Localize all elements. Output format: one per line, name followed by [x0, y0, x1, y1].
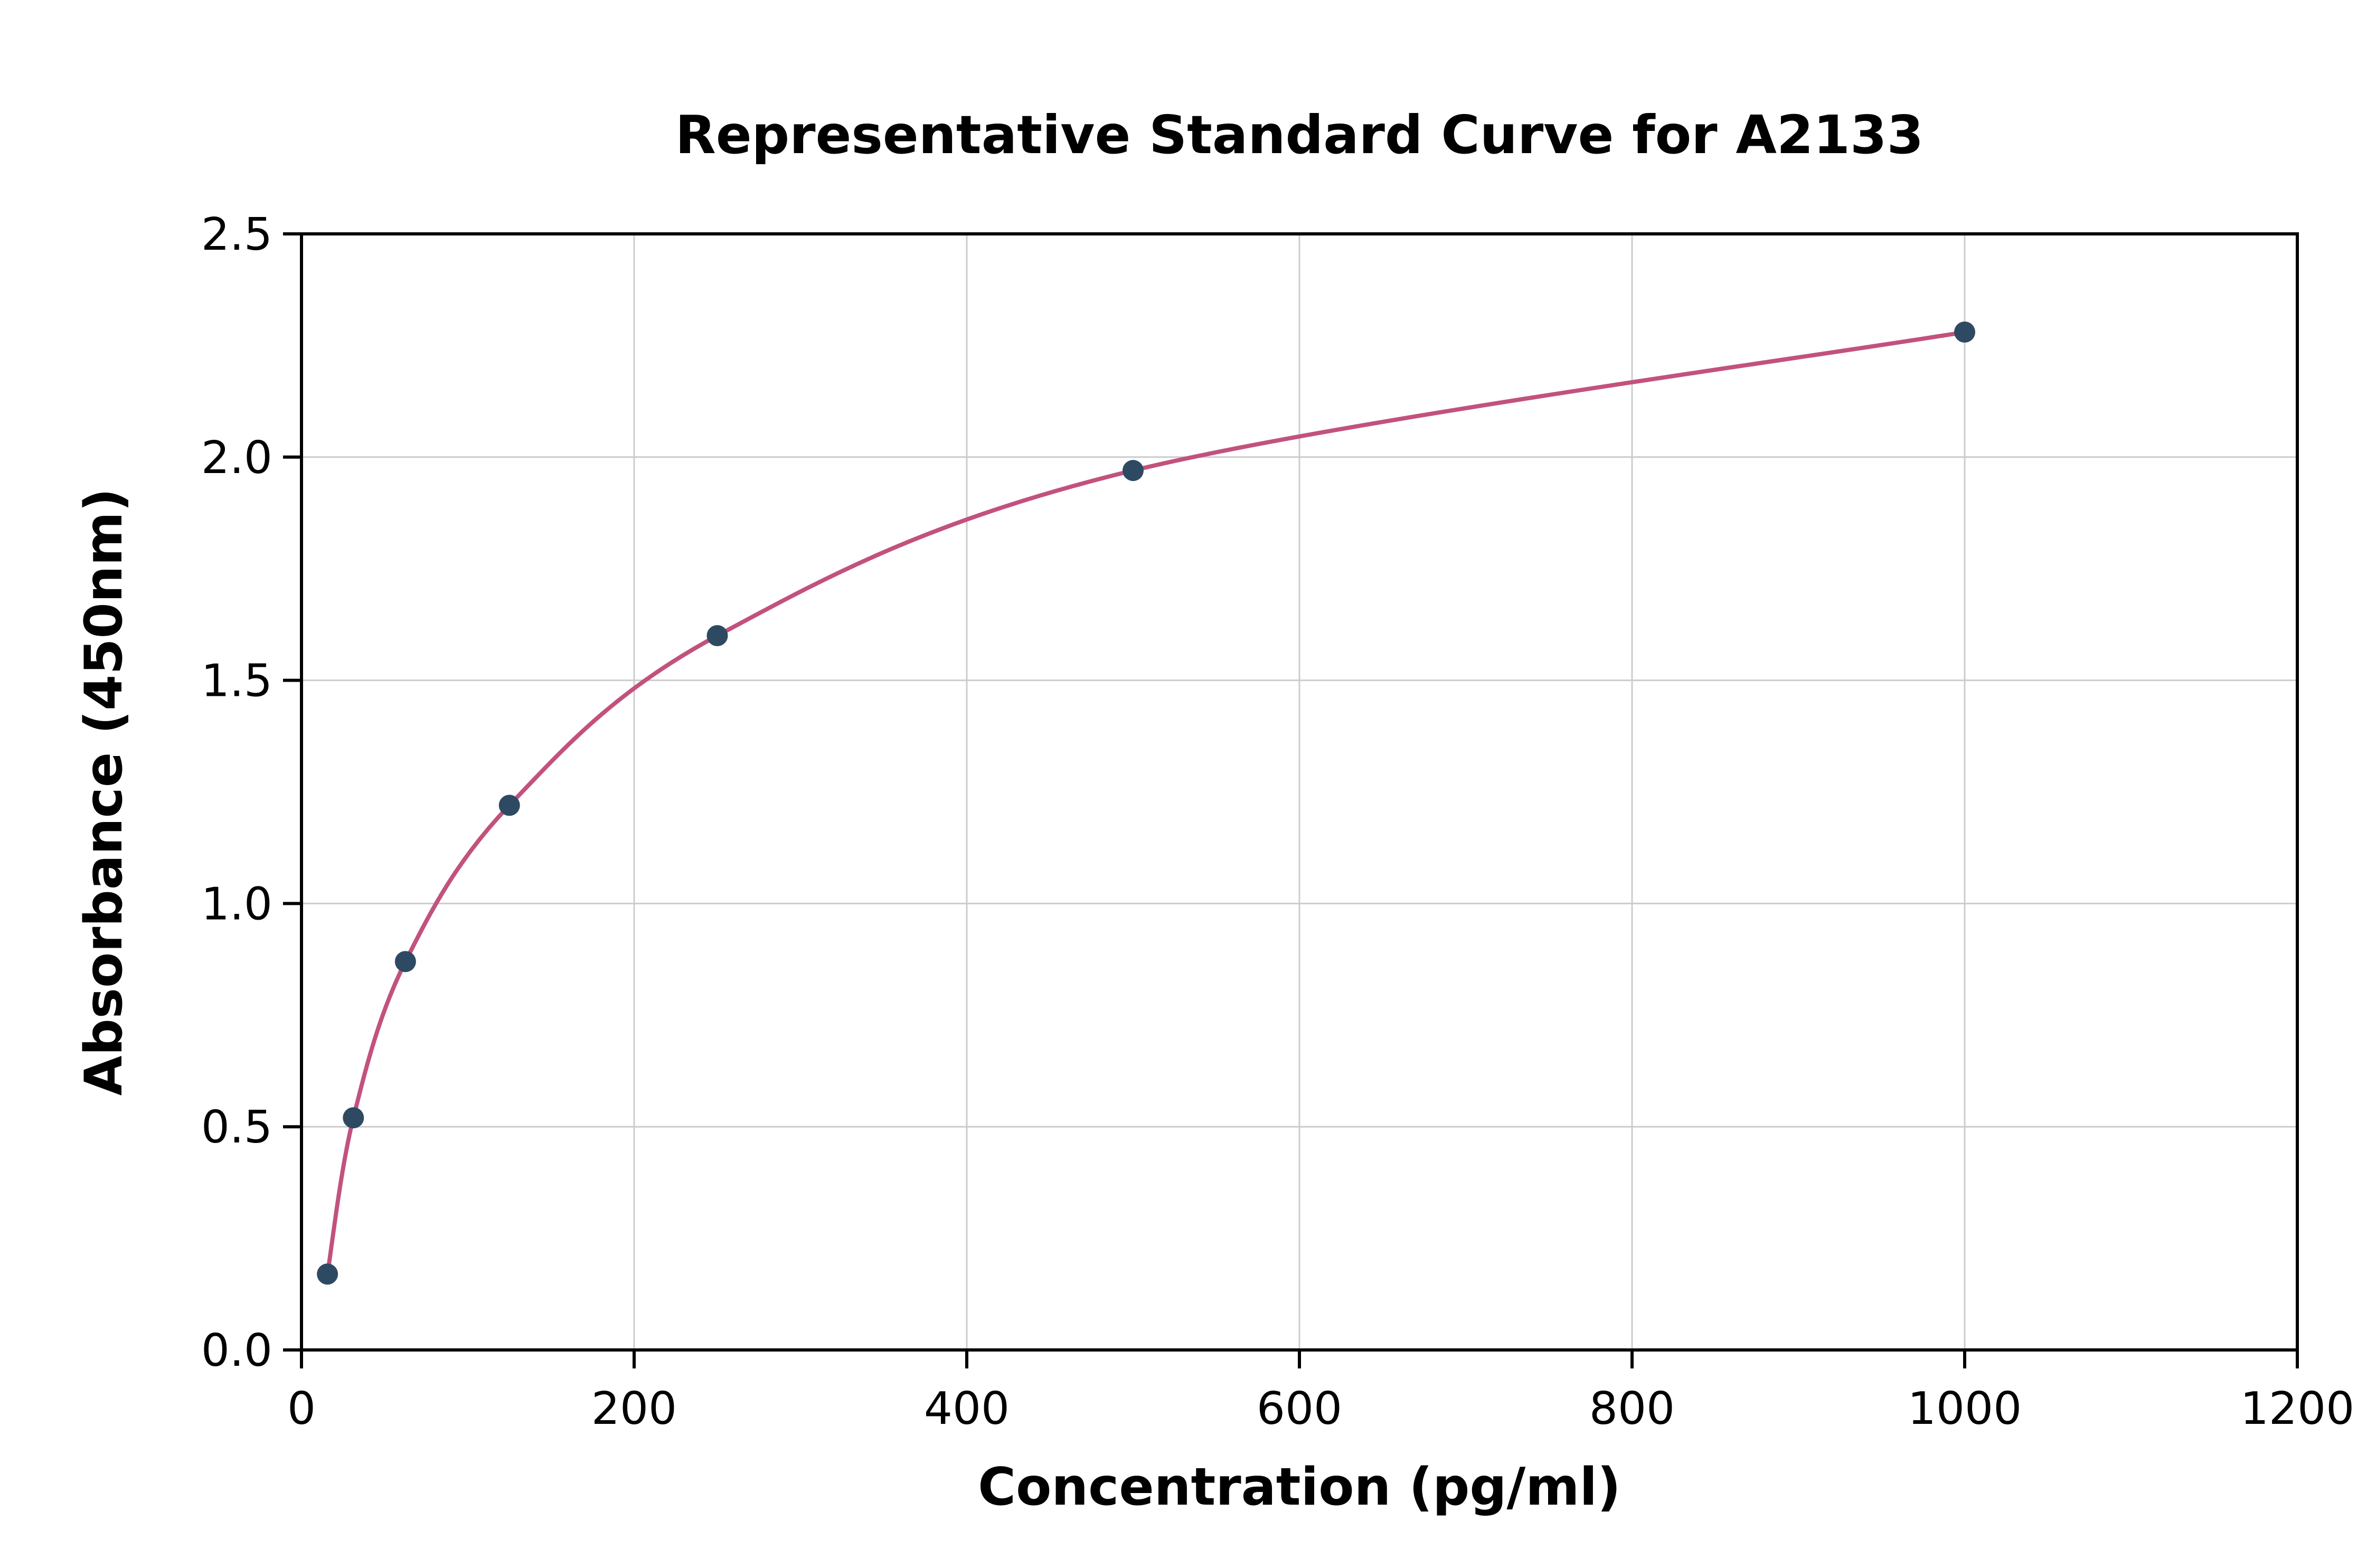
x-tick-label: 400: [924, 1383, 1010, 1435]
y-tick-label: 2.5: [201, 209, 272, 261]
data-point: [1123, 460, 1144, 481]
data-point: [1954, 322, 1975, 343]
x-tick-label: 0: [287, 1383, 316, 1435]
data-point: [706, 625, 728, 647]
tick-label-layer: 0 200 400 600 800 1000 1200 0.0 0.5 1.0 1.5 2.0 2.5: [201, 209, 2354, 1435]
x-axis-label: Concentration (pg/ml): [978, 1457, 1621, 1517]
x-tick-label: 200: [591, 1383, 677, 1435]
y-tick-label: 1.0: [201, 878, 272, 930]
y-tick-label: 0.5: [201, 1101, 272, 1154]
x-tick-label: 1000: [1908, 1383, 2022, 1435]
points-layer: [317, 322, 1975, 1285]
chart-title: Representative Standard Curve for A2133: [675, 104, 1924, 166]
y-tick-label: 1.5: [201, 655, 272, 707]
standard-curve: [325, 330, 1967, 1277]
x-tick-label: 600: [1257, 1383, 1342, 1435]
y-tick-label: 0.0: [201, 1325, 272, 1377]
data-point: [343, 1107, 364, 1129]
tick-layer: [283, 232, 2299, 1368]
grid-layer: [300, 233, 2298, 1351]
y-axis-label: Absorbance (450nm): [74, 488, 134, 1096]
data-point: [317, 1263, 338, 1285]
x-tick-label: 1200: [2240, 1383, 2354, 1435]
x-tick-label: 800: [1589, 1383, 1675, 1435]
data-point: [394, 951, 416, 972]
plot-border: [300, 232, 2299, 1352]
data-point: [498, 795, 520, 816]
y-tick-label: 2.0: [201, 432, 272, 484]
